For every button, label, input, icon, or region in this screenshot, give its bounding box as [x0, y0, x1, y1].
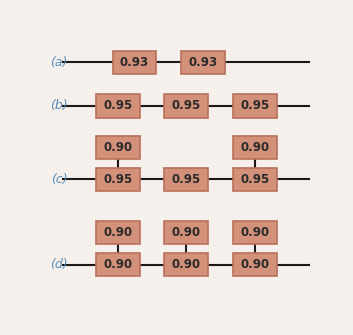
FancyBboxPatch shape	[181, 51, 225, 74]
FancyBboxPatch shape	[233, 168, 277, 191]
FancyBboxPatch shape	[233, 94, 277, 118]
FancyBboxPatch shape	[233, 253, 277, 276]
Text: 0.90: 0.90	[240, 141, 269, 154]
Text: 0.95: 0.95	[103, 173, 133, 186]
Text: (c): (c)	[51, 173, 67, 186]
FancyBboxPatch shape	[96, 136, 140, 159]
Text: 0.95: 0.95	[240, 99, 269, 113]
Text: (a): (a)	[50, 56, 68, 69]
Text: (d): (d)	[50, 258, 68, 271]
Text: 0.95: 0.95	[172, 173, 201, 186]
FancyBboxPatch shape	[164, 168, 208, 191]
Text: 0.95: 0.95	[103, 99, 133, 113]
Text: 0.93: 0.93	[120, 56, 149, 69]
Text: 0.95: 0.95	[172, 99, 201, 113]
Text: 0.90: 0.90	[172, 258, 201, 271]
Text: 0.95: 0.95	[240, 173, 269, 186]
FancyBboxPatch shape	[233, 136, 277, 159]
FancyBboxPatch shape	[96, 221, 140, 244]
FancyBboxPatch shape	[96, 253, 140, 276]
Text: 0.93: 0.93	[188, 56, 217, 69]
Text: 0.90: 0.90	[103, 226, 133, 239]
Text: (b): (b)	[50, 99, 68, 113]
FancyBboxPatch shape	[164, 253, 208, 276]
FancyBboxPatch shape	[96, 94, 140, 118]
Text: 0.90: 0.90	[172, 226, 201, 239]
FancyBboxPatch shape	[113, 51, 156, 74]
FancyBboxPatch shape	[96, 168, 140, 191]
Text: 0.90: 0.90	[240, 258, 269, 271]
Text: 0.90: 0.90	[103, 141, 133, 154]
Text: 0.90: 0.90	[240, 226, 269, 239]
FancyBboxPatch shape	[164, 94, 208, 118]
FancyBboxPatch shape	[233, 221, 277, 244]
Text: 0.90: 0.90	[103, 258, 133, 271]
FancyBboxPatch shape	[164, 221, 208, 244]
